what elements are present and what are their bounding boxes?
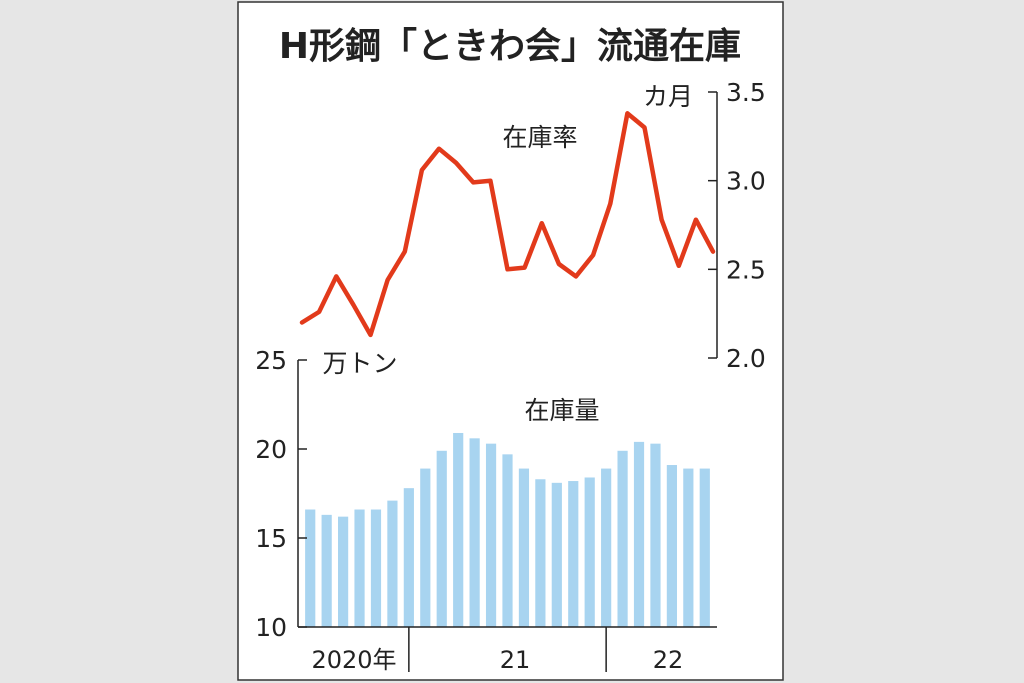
bar-24	[699, 468, 710, 627]
bar-23	[683, 468, 694, 627]
bar-8	[436, 450, 447, 627]
bar-21	[650, 443, 661, 627]
bar-13	[518, 468, 530, 627]
bar-series-inventory-volume	[305, 432, 710, 627]
bar-9	[453, 432, 464, 627]
bar-17	[584, 477, 595, 627]
bar-7	[420, 468, 431, 627]
bar-18	[601, 468, 612, 627]
line-y-tick-label-1: 3.0	[726, 167, 766, 196]
bar-2	[338, 516, 349, 627]
bar-20	[633, 441, 645, 627]
line-y-tick-label-3: 2.0	[726, 344, 766, 373]
bar-19	[617, 450, 628, 627]
x-label-2020: 2020年	[311, 646, 396, 674]
line-series-label: 在庫率	[502, 123, 577, 152]
bar-6	[403, 488, 414, 627]
bar-16	[568, 481, 579, 627]
bar-14	[535, 479, 546, 627]
bar-series-label: 在庫量	[524, 396, 599, 425]
bar-4	[370, 509, 382, 627]
line-y-ticks: 3.5 3.0 2.5 2.0	[708, 78, 766, 373]
x-label-21: 21	[500, 646, 531, 674]
bar-11	[485, 443, 497, 627]
bar-22	[666, 465, 677, 627]
bar-15	[551, 482, 562, 627]
bar-unit-label: 万トン	[322, 349, 397, 378]
chart-title: H形鋼「ときわ会」流通在庫	[279, 26, 741, 67]
bar-10	[469, 438, 480, 627]
bar-12	[502, 454, 513, 627]
bar-y-ticks: 25 20 15 10	[255, 346, 307, 642]
bar-5	[387, 500, 398, 627]
line-unit-label: カ月	[643, 82, 693, 111]
x-label-22: 22	[653, 646, 684, 674]
line-y-tick-label-2: 2.5	[726, 255, 766, 284]
bar-y-tick-label-3: 10	[255, 613, 287, 642]
bar-y-tick-label-1: 20	[255, 435, 287, 464]
line-y-tick-label-0: 3.5	[726, 78, 766, 107]
bar-0	[305, 509, 316, 627]
line-series-inventory-ratio	[299, 111, 716, 338]
bar-y-tick-label-0: 25	[255, 346, 287, 375]
bar-3	[354, 509, 365, 627]
bar-y-tick-label-2: 15	[255, 524, 287, 553]
year-dividers	[408, 627, 607, 672]
bar-1	[321, 514, 332, 627]
